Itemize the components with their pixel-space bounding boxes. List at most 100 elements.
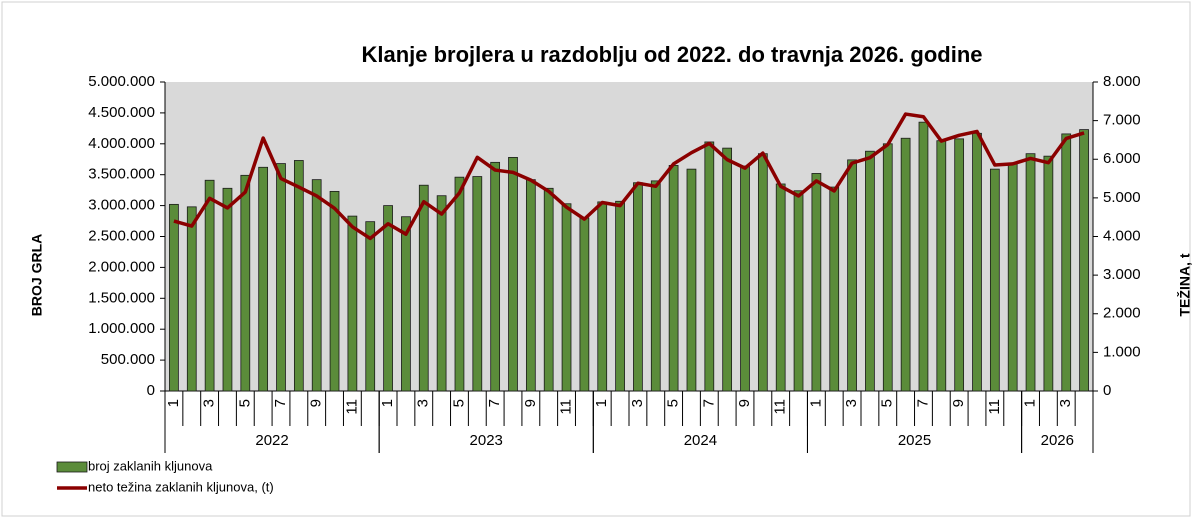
bar — [650, 180, 661, 392]
bar — [525, 179, 536, 392]
y2-tick-label: 4.000 — [1103, 227, 1141, 244]
bar — [811, 173, 822, 392]
bar — [204, 179, 215, 392]
y2-tick-label: 2.000 — [1103, 305, 1141, 322]
x-tick-label: 11 — [343, 399, 360, 415]
bar — [668, 165, 679, 392]
bar — [900, 137, 911, 392]
bar — [222, 187, 233, 392]
x-tick-label: 3 — [415, 399, 432, 407]
x-tick-label: 7 — [700, 399, 717, 407]
bar — [597, 201, 608, 392]
y-tick-label: 1.500.000 — [88, 289, 155, 306]
bar — [918, 121, 929, 392]
bar — [865, 150, 875, 392]
y2-tick-label: 5.000 — [1103, 189, 1141, 206]
y-tick-label: 2.500.000 — [88, 227, 155, 244]
bar — [847, 159, 857, 392]
y-tick-label: 2.000.000 — [88, 258, 155, 275]
x-tick-label: 1 — [807, 399, 824, 407]
x-tick-label: 5 — [236, 399, 253, 407]
bar — [490, 161, 501, 392]
bar — [882, 143, 893, 392]
bar — [293, 160, 304, 392]
x-tick-label: 5 — [879, 399, 896, 407]
x-tick-label: 3 — [201, 399, 218, 407]
x-tick-label: 3 — [843, 399, 860, 407]
y-axis-label: BROJ GRLA — [29, 234, 45, 316]
bar — [686, 168, 697, 392]
bar — [793, 190, 804, 392]
bar — [722, 147, 733, 392]
bar — [740, 165, 750, 392]
x-tick-label: 1 — [593, 399, 610, 407]
bar — [436, 195, 447, 392]
x-tick-label: 3 — [1057, 399, 1074, 407]
chart-title: Klanje brojlera u razdoblju od 2022. do … — [361, 42, 982, 67]
y-tick-label: 4.000.000 — [88, 135, 155, 152]
bar — [472, 176, 483, 392]
line — [173, 112, 1085, 241]
x-tick-label: 9 — [950, 399, 967, 407]
bar — [186, 206, 197, 392]
bar — [240, 174, 251, 392]
bar — [561, 203, 572, 392]
legend-label: neto težina zaklanih kljunova, (t) — [88, 479, 274, 494]
group-label: 2023 — [470, 432, 503, 449]
bar — [972, 132, 982, 392]
x-tick-label: 11 — [772, 399, 789, 415]
legend-swatch — [56, 461, 88, 473]
group-label: 2022 — [255, 432, 288, 449]
x-tick-label: 9 — [736, 399, 753, 407]
bar — [365, 221, 376, 392]
group-label: 2025 — [898, 432, 931, 449]
group-label: 2026 — [1041, 432, 1074, 449]
bar — [311, 179, 322, 392]
bar — [508, 156, 518, 392]
bar — [169, 203, 179, 392]
x-tick-label: 1 — [379, 399, 396, 407]
y2-tick-label: 6.000 — [1103, 150, 1141, 167]
y2-tick-label: 7.000 — [1103, 112, 1141, 129]
bar — [936, 140, 947, 392]
y-tick-label: 3.500.000 — [88, 166, 155, 183]
y-tick-label: 5.000.000 — [88, 73, 155, 90]
bar — [757, 153, 768, 392]
x-tick-label: 1 — [165, 399, 182, 407]
bar — [1025, 153, 1036, 392]
bar — [704, 141, 715, 392]
x-tick-label: 11 — [558, 399, 575, 415]
bar — [401, 216, 411, 392]
x-tick-label: 11 — [986, 399, 1003, 415]
y-tick-label: 500.000 — [101, 351, 155, 368]
y-tick-label: 3.000.000 — [88, 197, 155, 214]
x-tick-label: 7 — [272, 399, 289, 407]
y2-tick-label: 3.000 — [1103, 266, 1141, 283]
x-tick-label: 5 — [450, 399, 467, 407]
bar — [633, 182, 643, 392]
bar — [418, 184, 429, 392]
bar — [383, 205, 393, 392]
y-tick-label: 1.000.000 — [88, 320, 155, 337]
bar — [989, 168, 1000, 392]
x-tick-label: 1 — [1022, 399, 1039, 407]
x-tick-label: 3 — [629, 399, 646, 407]
bar — [543, 187, 554, 392]
bar — [954, 138, 965, 392]
legend-label: broj zaklanih kljunova — [88, 458, 213, 473]
bar — [1043, 155, 1054, 392]
bar — [775, 183, 786, 392]
bar — [258, 166, 269, 392]
bar — [454, 176, 465, 392]
plot-area — [165, 82, 1093, 391]
bar — [329, 190, 340, 392]
x-tick-label: 7 — [914, 399, 931, 407]
bar — [347, 215, 358, 392]
bar — [276, 163, 286, 392]
bar — [1007, 162, 1018, 392]
bar — [829, 186, 840, 392]
bar — [1079, 129, 1089, 392]
x-tick-label: 9 — [522, 399, 539, 407]
y2-axis-label: TEŽINA, t — [1176, 253, 1192, 316]
